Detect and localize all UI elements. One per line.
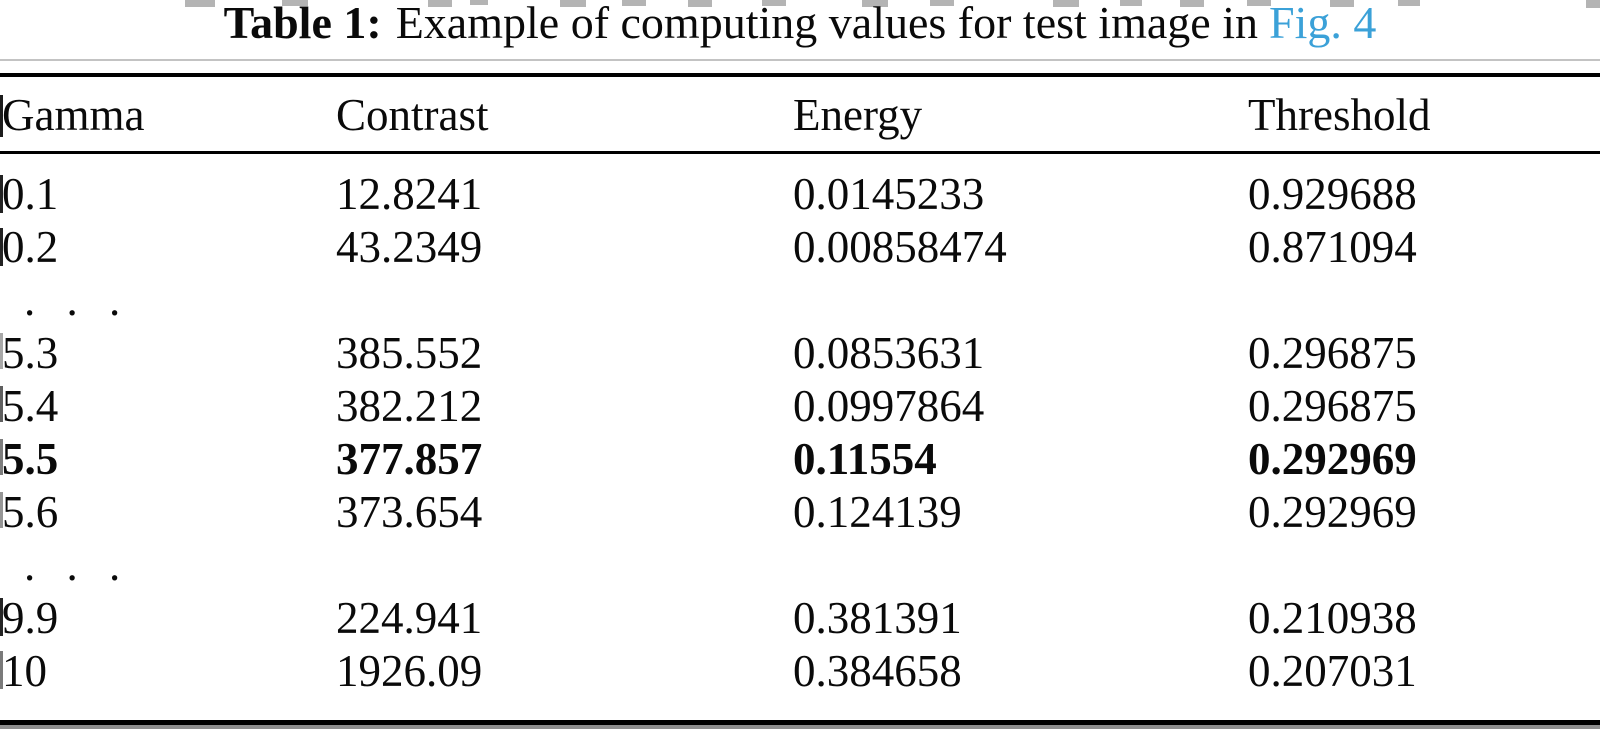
cell-threshold: 0.929688 [1248, 169, 1417, 219]
clipped-glyph-sliver [0, 333, 3, 369]
crop-artifact-mark [282, 0, 308, 6]
crop-artifact-mark [1398, 0, 1420, 6]
table-header-row: Gamma Contrast Energy Threshold [0, 89, 1600, 142]
cell-contrast: 43.2349 [336, 222, 483, 272]
cell-threshold: 0.296875 [1248, 328, 1417, 378]
cell-energy: 0.00858474 [793, 222, 1007, 272]
ellipsis-row: . . . [0, 539, 1600, 592]
column-header-threshold: Threshold [1248, 90, 1431, 140]
table-row: 9.9 224.941 0.381391 0.210938 [0, 592, 1600, 645]
cell-gamma: 5.3 [2, 328, 59, 378]
cell-gamma: 5.4 [2, 381, 59, 431]
cell-threshold: 0.292969 [1248, 487, 1417, 537]
ellipsis-row: . . . [0, 274, 1600, 327]
clipped-glyph-sliver [0, 651, 3, 689]
cell-threshold: 0.207031 [1248, 646, 1417, 696]
cell-contrast: 382.212 [336, 381, 483, 431]
column-header-contrast: Contrast [336, 90, 489, 140]
cell-energy: 0.0145233 [793, 169, 985, 219]
cell-gamma: 10 [2, 646, 47, 696]
crop-artifact-mark [1586, 0, 1600, 8]
column-header-energy: Energy [793, 90, 923, 140]
cell-gamma: 5.5 [2, 434, 59, 484]
cell-gamma: 5.6 [2, 487, 59, 537]
clipped-glyph-sliver [0, 598, 3, 636]
cell-contrast: 1926.09 [336, 646, 483, 696]
crop-artifact-mark [1120, 0, 1142, 6]
clipped-glyph-sliver [0, 439, 3, 475]
ellipsis-dots: . . . [24, 540, 123, 590]
figure-reference-link[interactable]: Fig. 4 [1268, 0, 1377, 48]
cell-energy: 0.0997864 [793, 381, 985, 431]
cell-contrast: 12.8241 [336, 169, 483, 219]
cell-energy: 0.384658 [793, 646, 962, 696]
table-row: 10 1926.09 0.384658 0.207031 [0, 645, 1600, 698]
cell-contrast: 377.857 [336, 434, 483, 484]
clipped-glyph-sliver [0, 228, 3, 266]
table-row: 5.4 382.212 0.0997864 0.296875 [0, 380, 1600, 433]
crop-artifact-mark [1053, 0, 1079, 7]
cell-gamma: 0.2 [2, 222, 59, 272]
crop-artifact-mark [688, 0, 712, 7]
table-caption-number: Table 1: [223, 0, 382, 48]
cell-energy: 0.11554 [793, 434, 937, 484]
clipped-glyph-sliver [0, 175, 3, 213]
table-bottom-rule [0, 720, 1600, 725]
cell-gamma: 0.1 [2, 169, 59, 219]
table-bottom-rule-shadow [0, 725, 1600, 729]
cell-energy: 0.381391 [793, 593, 962, 643]
cell-energy: 0.0853631 [793, 328, 985, 378]
cell-gamma: 9.9 [2, 593, 59, 643]
table-top-rule [0, 73, 1600, 77]
ellipsis-dots: . . . [24, 275, 123, 325]
table-row: 5.6 373.654 0.124139 0.292969 [0, 486, 1600, 539]
cell-contrast: 224.941 [336, 593, 483, 643]
cell-threshold: 0.292969 [1248, 434, 1417, 484]
clipped-glyph-sliver [0, 492, 3, 528]
cell-threshold: 0.871094 [1248, 222, 1417, 272]
table-row: 5.5 377.857 0.11554 0.292969 [0, 433, 1600, 486]
crop-artifact-mark [185, 0, 215, 7]
table-header-rule [0, 151, 1600, 154]
cell-contrast: 373.654 [336, 487, 483, 537]
cell-threshold: 0.296875 [1248, 381, 1417, 431]
crop-artifact-mark [1247, 0, 1271, 6]
table-caption: Table 1: Example of computing values for … [0, 0, 1600, 51]
table-row: 0.1 12.8241 0.0145233 0.929688 [0, 168, 1600, 221]
crop-artifact-mark [428, 0, 452, 7]
crop-artifact-mark [1180, 0, 1204, 7]
cell-contrast: 385.552 [336, 328, 483, 378]
clipped-glyph-sliver [0, 386, 3, 422]
crop-artifact-mark [930, 0, 954, 6]
table-top-rule-ghost [0, 59, 1600, 61]
crop-artifact-mark [560, 0, 586, 7]
crop-artifact-mark [470, 0, 488, 5]
crop-artifact-mark [622, 0, 646, 6]
crop-artifact-mark [762, 0, 786, 6]
crop-artifact-mark [1330, 0, 1354, 7]
cell-energy: 0.124139 [793, 487, 962, 537]
column-header-gamma: Gamma [2, 90, 145, 140]
table-caption-text: Example of computing values for test ima… [395, 0, 1258, 48]
cell-threshold: 0.210938 [1248, 593, 1417, 643]
clipped-glyph-sliver [0, 95, 3, 137]
table-row: 5.3 385.552 0.0853631 0.296875 [0, 327, 1600, 380]
crop-artifact-mark [862, 0, 888, 7]
table-row: 0.2 43.2349 0.00858474 0.871094 [0, 221, 1600, 274]
